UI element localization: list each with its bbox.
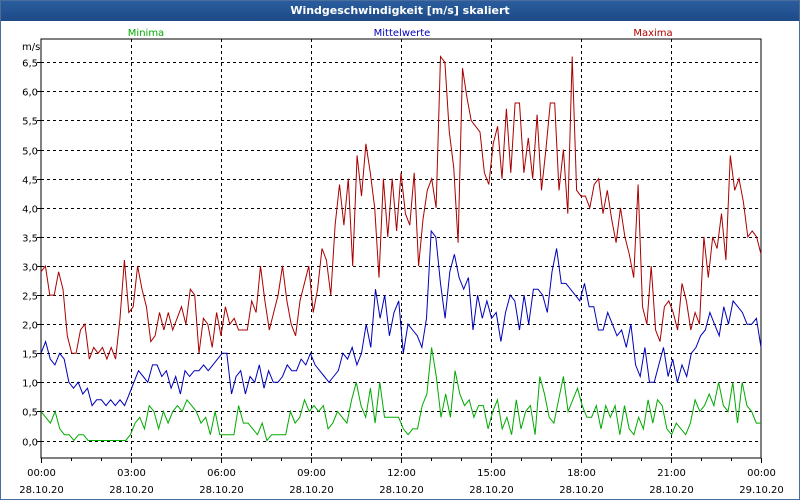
x-tick-time-label: 00:00 [747,468,776,479]
y-tick-label: 3,5 [22,234,38,245]
axes: 6,5 6,0 5,5 5,0 4,5 4,0 3,5 3,0 2,5 2,0 1,5 1,0 0,5 0… [19,42,784,496]
y-tick-label: 4,5 [22,176,38,187]
x-tick-time-label: 09:00 [297,468,326,479]
legend-entry-mittelwerte: Mittelwerte [374,28,431,39]
x-tick-time-label: 21:00 [657,468,686,479]
chart-title: Windgeschwindigkeit [m/s] skaliert [1,1,799,21]
x-tick-date-label: 28.10.20 [469,485,514,496]
x-tick-time-label: 00:00 [27,468,56,479]
y-tick-label: 1,5 [22,350,38,361]
x-tick-time-label: 03:00 [117,468,146,479]
x-tick-date-label: 28.10.20 [289,485,334,496]
series-line-minima [40,347,761,442]
legend: Minima Mittelwerte Maxima [128,28,673,39]
x-tick-time-label: 15:00 [477,468,506,479]
x-tick-time-label: 06:00 [207,468,236,479]
x-tick-date-label: 28.10.20 [379,485,424,496]
x-tick-date-label: 28.10.20 [649,485,694,496]
x-tick-date-label: 28.10.20 [19,485,64,496]
x-tick-time-label: 12:00 [387,468,416,479]
y-tick-label: 5,0 [22,147,38,158]
x-tick-date-label: 28.10.20 [559,485,604,496]
x-tick-time-label: 18:00 [567,468,596,479]
y-tick-label: 6,5 [22,59,38,70]
y-tick-label: 2,0 [22,321,38,332]
y-tick-label: 2,5 [22,292,38,303]
y-tick-label: 4,0 [22,205,38,216]
grid-lines [40,38,762,459]
y-tick-label: 6,0 [22,88,38,99]
series-line-mittelwerte [40,229,762,407]
legend-entry-maxima: Maxima [633,28,672,39]
data-series [40,55,762,442]
y-tick-label: 0,5 [22,408,38,419]
y-tick-label: 0,0 [22,438,38,449]
series-line-maxima [40,55,762,361]
line-chart: 6,5 6,0 5,5 5,0 4,5 4,0 3,5 3,0 2,5 2,0 1,5 1,0 0,5 0… [19,28,784,496]
legend-entry-minima: Minima [128,28,164,39]
x-tick-date-label: 28.10.20 [199,485,244,496]
y-tick-label: 3,0 [22,263,38,274]
x-tick-date-label: 29.10.20 [739,485,784,496]
y-tick-label: 5,5 [22,117,38,128]
x-tick-date-label: 28.10.20 [109,485,154,496]
y-tick-label: 1,0 [22,379,38,390]
y-axis-label: m/s [22,42,40,53]
